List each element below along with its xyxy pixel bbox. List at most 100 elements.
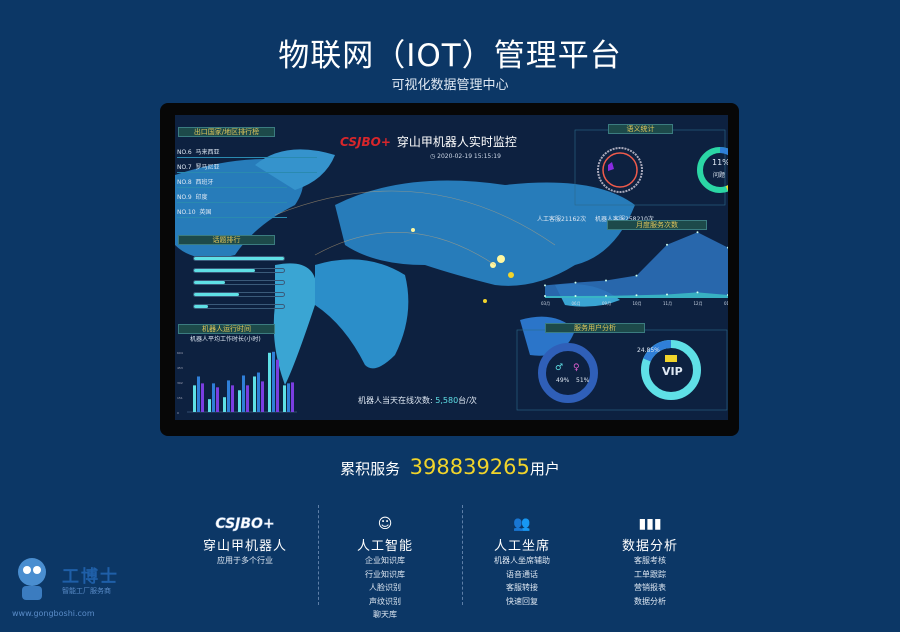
semantic-radar-inner bbox=[602, 152, 638, 188]
female-icon: ♀ bbox=[573, 363, 580, 373]
area-point bbox=[727, 246, 728, 249]
area-point bbox=[544, 284, 546, 287]
runtime-bar bbox=[242, 375, 245, 412]
clock-icon: ◷ bbox=[430, 153, 438, 160]
area-point bbox=[635, 274, 638, 277]
rank-underline bbox=[177, 187, 287, 188]
monitor-frame: 0 151 302 453 604 03月 06月 09月 10月 11月 12月 01月 出口国家… bbox=[160, 103, 739, 436]
feature-item: 客服转接 bbox=[506, 583, 538, 592]
rank-number: NO.10 bbox=[177, 209, 196, 216]
area-x-tick: 03月 bbox=[541, 301, 550, 306]
column-divider bbox=[318, 505, 319, 605]
bar-y-tick: 302 bbox=[177, 381, 183, 385]
feature-title: 穿山甲机器人 bbox=[202, 539, 287, 554]
rank-underline bbox=[177, 217, 287, 218]
feature-column: 👥 人工坐席 机器人坐席辅助 语音通话 客服转接 快速回复 bbox=[447, 515, 597, 608]
crown-icon bbox=[665, 355, 677, 362]
topic-bar-fill bbox=[194, 293, 239, 296]
brand-logo: CSJBO+ bbox=[215, 516, 275, 533]
runtime-bar bbox=[287, 383, 290, 412]
bar-y-tick: 453 bbox=[177, 366, 183, 370]
area-point bbox=[696, 291, 699, 294]
export-rank-item: NO.10 英国 bbox=[177, 207, 211, 216]
rank-number: NO.7 bbox=[177, 164, 192, 171]
topic-panel-title: 话题排行 bbox=[178, 235, 275, 245]
country-name: 西班牙 bbox=[195, 179, 214, 186]
online-count: 机器人当天在线次数: 5,580台/次 bbox=[358, 395, 477, 406]
stats-prefix: 累积服务 bbox=[340, 460, 401, 478]
runtime-bar bbox=[276, 359, 279, 412]
runtime-bar-chart: 0 151 302 453 604 bbox=[177, 351, 297, 415]
online-value: 5,580 bbox=[435, 396, 459, 405]
time-text: 2020-02-19 15:15:19 bbox=[437, 153, 501, 160]
rank-number: NO.6 bbox=[177, 149, 192, 156]
dashboard-title-text: 穿山甲机器人实时监控 bbox=[396, 135, 517, 149]
bar-y-tick: 604 bbox=[177, 351, 183, 355]
map-africa bbox=[315, 259, 409, 369]
runtime-bar bbox=[223, 397, 226, 412]
feature-column: CSJBO+ 穿山甲机器人 应用于多个行业 bbox=[170, 515, 320, 568]
page-subtitle: 可视化数据管理中心 bbox=[391, 78, 509, 93]
robot-service-count: 机器人客服258210次 bbox=[595, 214, 654, 223]
topic-bar-track bbox=[193, 292, 285, 297]
female-pct: 51% bbox=[576, 377, 590, 384]
feature-item: 客服考核 bbox=[634, 556, 666, 565]
watermark-slogan: 智能工厂服务商 bbox=[62, 587, 111, 595]
feature-icon: ☺ bbox=[377, 516, 393, 532]
runtime-bar bbox=[283, 385, 286, 412]
area-point bbox=[635, 294, 638, 297]
country-name: 英国 bbox=[199, 209, 212, 216]
map-hotspot bbox=[411, 228, 415, 232]
area-point bbox=[666, 243, 668, 246]
rank-underline bbox=[177, 157, 317, 158]
area-point bbox=[727, 294, 728, 297]
area-x-tick: 10月 bbox=[633, 301, 642, 306]
brand-logo: CSJBO+ bbox=[340, 135, 391, 149]
semantic-donut-segment bbox=[719, 147, 728, 156]
runtime-bar bbox=[212, 383, 215, 412]
flight-line bbox=[314, 231, 496, 266]
map-hotspot bbox=[490, 262, 496, 268]
runtime-bar bbox=[238, 390, 241, 412]
vip-label: VIP bbox=[662, 365, 683, 378]
stats-number: 398839265 bbox=[409, 455, 530, 479]
export-panel-title: 出口国家/地区排行榜 bbox=[178, 127, 275, 137]
map-hotspot bbox=[508, 272, 514, 278]
runtime-subtitle: 机器人平均工作时长(小时) bbox=[190, 336, 261, 343]
runtime-bar bbox=[253, 376, 256, 412]
feature-column: ☺ 人工智能 企业知识库 行业知识库 人脸识别 声纹识别 聊天库 bbox=[310, 515, 460, 622]
feature-item: 语音通话 bbox=[506, 569, 538, 579]
runtime-bar bbox=[231, 385, 234, 412]
runtime-bar bbox=[268, 352, 271, 412]
vip-pct: 24.85% bbox=[637, 347, 660, 354]
semantic-radar-wedge bbox=[608, 162, 614, 171]
world-map: 0 151 302 453 604 03月 06月 09月 10月 11月 12月 01月 bbox=[175, 129, 728, 415]
country-name: 罗马尼亚 bbox=[195, 164, 220, 171]
area-point bbox=[574, 294, 577, 297]
dashboard-screen: 0 151 302 453 604 03月 06月 09月 10月 11月 12月 01月 出口国家… bbox=[175, 115, 728, 420]
monthly-panel-title: 月度服务次数 bbox=[607, 220, 707, 230]
runtime-bar bbox=[201, 383, 204, 412]
watermark-url: www.gongboshi.com bbox=[12, 609, 95, 618]
topic-bar-fill bbox=[194, 281, 225, 284]
topic-bar-track bbox=[193, 280, 285, 285]
male-pct: 49% bbox=[556, 377, 570, 384]
area-point bbox=[666, 293, 668, 296]
topic-bar-track bbox=[193, 268, 285, 273]
watermark-name: 工博士 bbox=[62, 567, 119, 587]
online-label: 机器人当天在线次数: bbox=[358, 396, 436, 405]
topic-bar-fill bbox=[194, 269, 256, 272]
semantic-donut-segment bbox=[725, 185, 728, 192]
flight-line bbox=[274, 190, 556, 246]
feature-title: 数据分析 bbox=[621, 539, 678, 554]
country-name: 马来西亚 bbox=[195, 149, 220, 156]
bar-y-tick: 0 bbox=[177, 411, 179, 415]
map-hotspot bbox=[497, 255, 505, 263]
area-x-tick: 11月 bbox=[663, 301, 672, 306]
rank-number: NO.8 bbox=[177, 179, 192, 186]
area-x-tick: 09月 bbox=[602, 301, 611, 306]
topic-bar-track bbox=[193, 304, 285, 309]
runtime-bar bbox=[216, 387, 219, 412]
dashboard-title: CSJBO+ 穿山甲机器人实时监控 bbox=[340, 133, 517, 150]
export-rank-item: NO.9 印度 bbox=[177, 192, 208, 201]
